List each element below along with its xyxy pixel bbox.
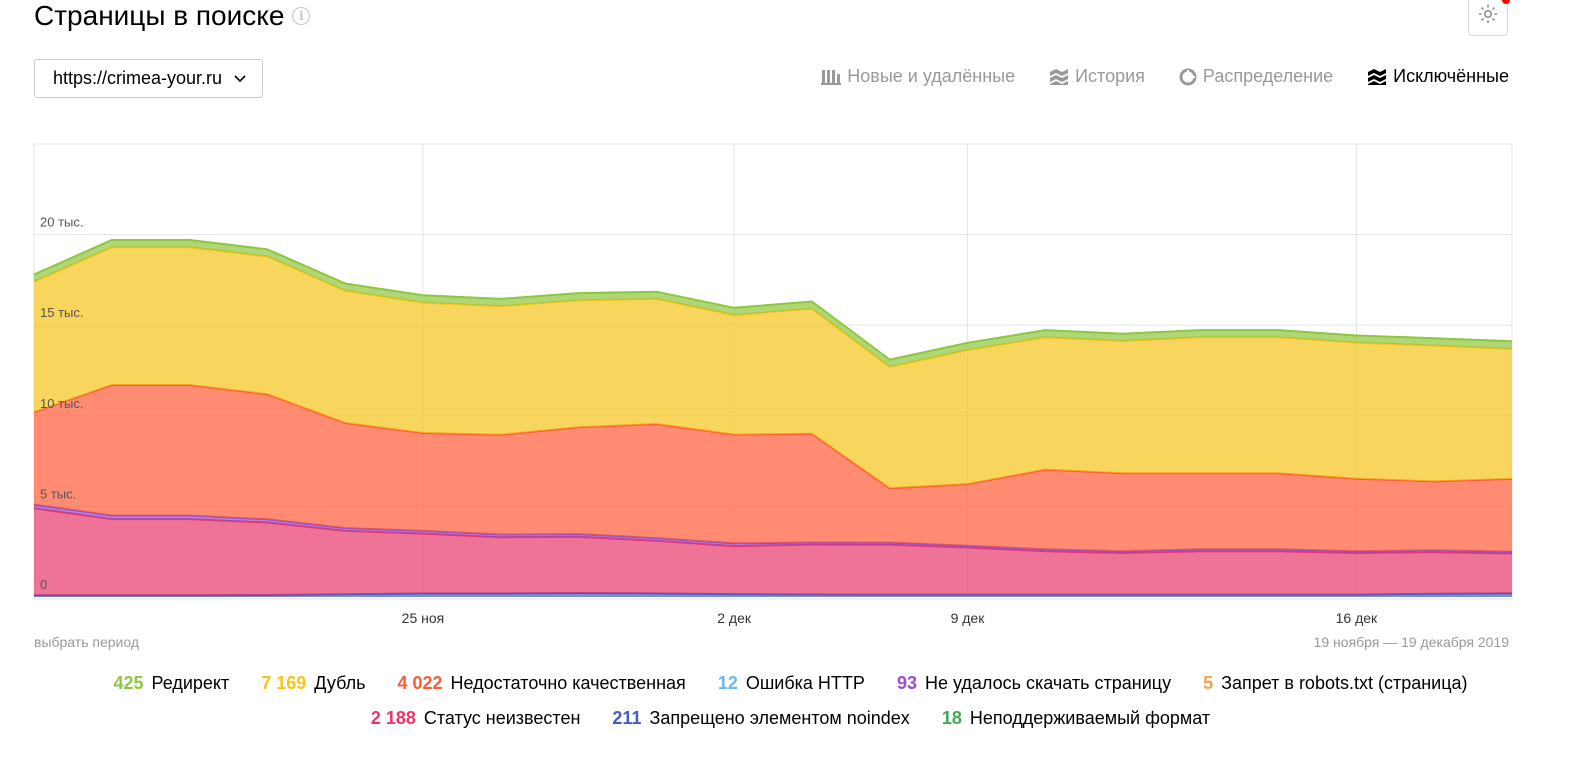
tab-label: Исключённые [1393,66,1509,86]
stacked-area-icon [1050,68,1069,85]
tab-label: История [1075,66,1145,86]
x-tick-label: 9 дек [951,610,986,626]
settings-button[interactable] [1468,0,1510,36]
period-range: 19 ноября — 19 декабря 2019 [1313,634,1509,650]
bar-chart-icon [821,69,842,85]
pie-chart-icon [1179,68,1197,85]
stacked-area-icon [1368,68,1387,85]
view-tabs: Новые и удалённые История Распределение … [787,66,1509,87]
legend-item-low-quality[interactable]: 4 022 Недостаточно качественная [397,673,686,693]
x-tick-label: 16 дек [1336,610,1378,626]
notification-dot [1502,0,1510,4]
y-tick-label: 5 тыс. [40,486,76,501]
tab-excluded[interactable]: Исключённые [1367,66,1509,87]
x-tick-label: 2 дек [717,610,752,626]
y-tick-label: 20 тыс. [40,215,83,230]
legend-item-unsupported-format[interactable]: 18 Неподдерживаемый формат [941,708,1211,728]
y-tick-label: 15 тыс. [40,305,83,320]
tab-label: Распределение [1202,66,1334,86]
y-tick-label: 0 [40,577,47,592]
legend-row-1: 425 Редирект 7 169 Дубль 4 022 Недостаточно… [0,673,1581,694]
legend-item-unknown-status[interactable]: 2 188 Статус неизвестен [370,708,581,728]
y-axis-labels: 0 5 тыс. 10 тыс. 15 тыс. 20 тыс. [40,215,83,592]
series-line [33,239,1513,361]
area-series [34,247,1512,489]
tab-history[interactable]: История [1049,66,1145,87]
area-series [34,240,1512,367]
chevron-down-icon [234,75,246,83]
tab-distribution[interactable]: Распределение [1179,66,1333,87]
legend-item-download-failed[interactable]: 93 Не удалось скачать страницу [896,673,1172,693]
x-axis-labels: 25 ноя 2 дек 9 дек 16 дек [402,610,1378,626]
site-select-value: https://crimea-your.ru [53,68,223,88]
page-title: Страницы в поиске i [34,0,311,34]
site-select[interactable]: https://crimea-your.ru [34,59,263,98]
page-title-text: Страницы в поиске [34,0,285,31]
legend-row-2: 2 188 Статус неизвестен 211 Запрещено элем… [0,708,1581,729]
tab-label: Новые и удалённые [847,66,1016,86]
select-period-link[interactable]: выбрать период [34,634,139,650]
x-tick-label: 25 ноя [402,610,445,626]
legend-item-robots-txt[interactable]: 5 Запрет в robots.txt (страница) [1203,673,1468,693]
area-series [34,385,1512,552]
legend-item-duplicate[interactable]: 7 169 Дубль [261,673,366,693]
info-icon[interactable]: i [292,7,311,25]
gear-icon [1478,4,1498,24]
legend-item-redirect[interactable]: 425 Редирект [113,673,230,693]
legend-item-noindex[interactable]: 211 Запрещено элементом noindex [612,708,910,728]
tab-new-deleted[interactable]: Новые и удалённые [821,66,1015,87]
y-tick-label: 10 тыс. [40,396,83,411]
area-series [34,508,1512,596]
chart-areas [33,239,1513,597]
legend-item-http-error[interactable]: 12 Ошибка HTTP [717,673,865,693]
